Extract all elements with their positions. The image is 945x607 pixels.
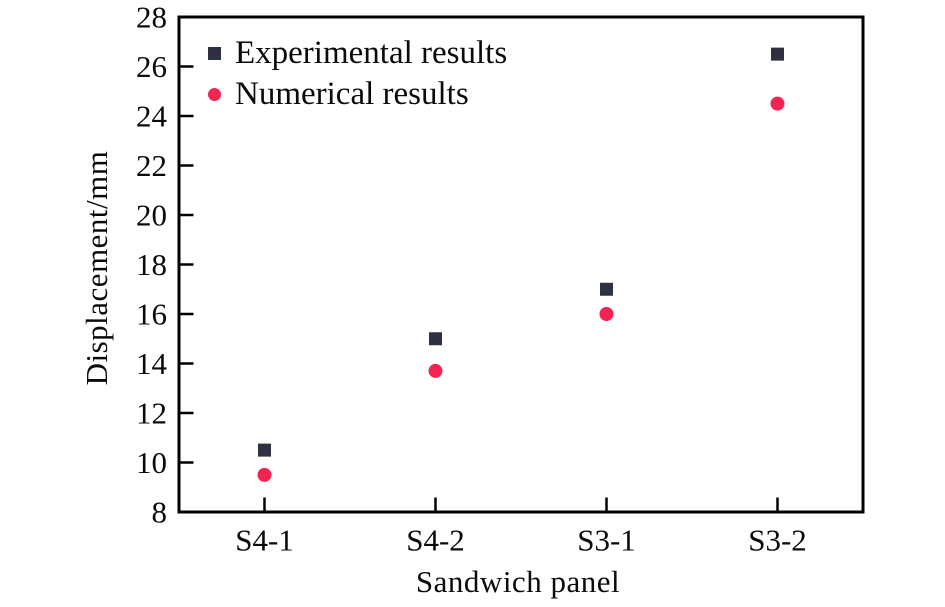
- plot-frame: [177, 15, 865, 514]
- x-axis-title: Sandwich panel: [415, 564, 621, 599]
- x-tick-label: S4-2: [406, 523, 465, 558]
- y-tick-label: 16: [136, 297, 167, 332]
- data-point-s4-2-numerical: [428, 363, 443, 378]
- data-point-s4-1-experimental: [258, 443, 271, 457]
- legend-item-experimental: Experimental results: [208, 34, 507, 73]
- x-tick-label: S3-2: [748, 523, 807, 558]
- y-tick-label: 12: [136, 396, 167, 431]
- y-tick-label: 28: [136, 0, 167, 35]
- x-tick-label: S3-1: [577, 523, 636, 558]
- data-point-s3-1-experimental: [600, 282, 613, 296]
- y-tick-label: 20: [136, 198, 167, 233]
- y-tick-label: 10: [136, 445, 167, 480]
- x-tick-label: S4-1: [235, 523, 294, 558]
- legend: Experimental results Numerical results: [208, 34, 507, 114]
- data-point-s4-2-experimental: [429, 332, 442, 346]
- y-tick-label: 22: [136, 148, 167, 183]
- y-tick-label: 18: [136, 247, 167, 282]
- y-tick-label: 14: [136, 346, 168, 381]
- y-tick-label: 8: [152, 495, 168, 530]
- numerical-circle-marker-icon: [208, 88, 221, 101]
- y-tick-label: 26: [136, 49, 167, 84]
- legend-label-numerical: Numerical results: [235, 76, 469, 112]
- legend-item-numerical: Numerical results: [208, 75, 507, 114]
- data-point-s4-1-numerical: [257, 467, 272, 482]
- y-axis-title: Displacement/mm: [79, 150, 114, 386]
- data-point-s3-1-numerical: [599, 307, 614, 321]
- experimental-square-marker-icon: [208, 47, 221, 60]
- y-tick-label: 24: [136, 99, 168, 134]
- data-point-s3-2-numerical: [770, 96, 785, 111]
- legend-label-experimental: Experimental results: [235, 35, 508, 71]
- data-point-s3-2-experimental: [771, 47, 784, 61]
